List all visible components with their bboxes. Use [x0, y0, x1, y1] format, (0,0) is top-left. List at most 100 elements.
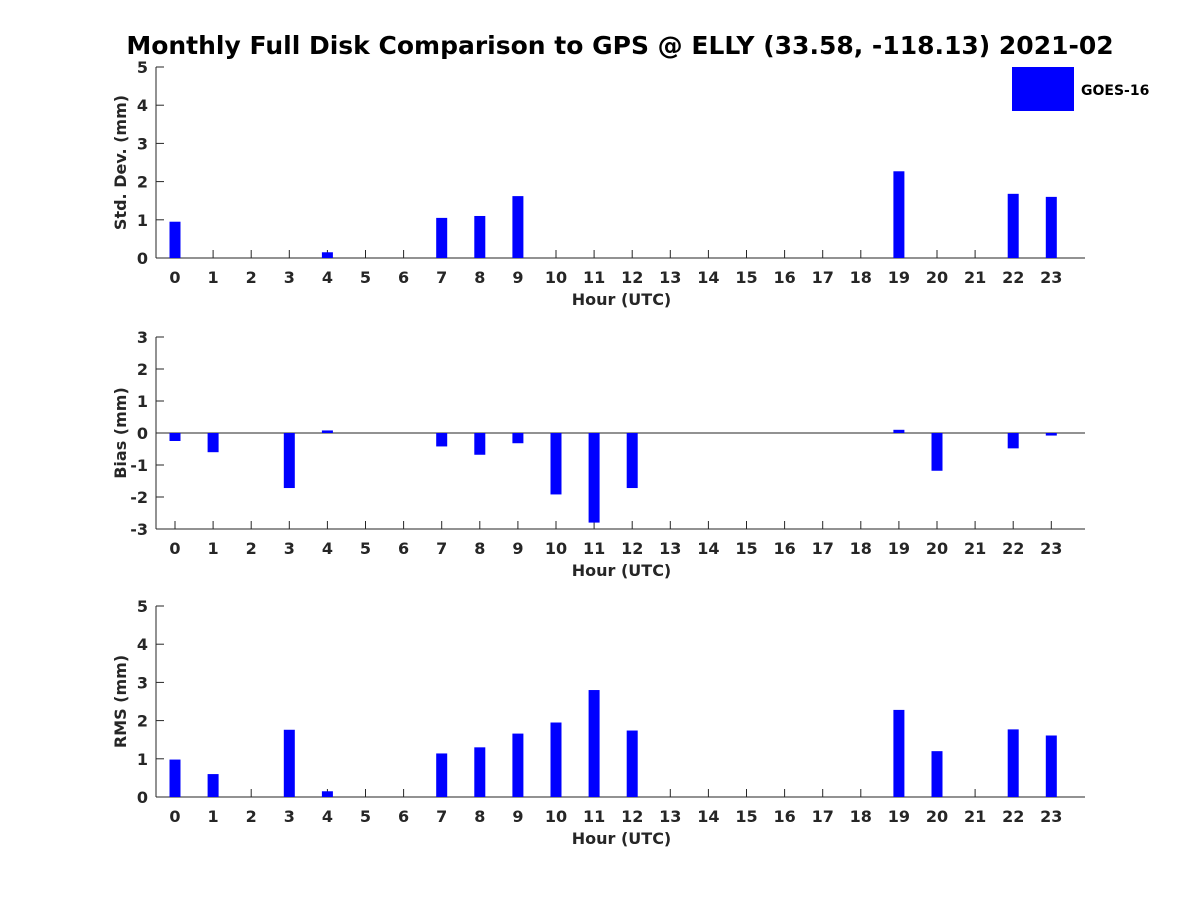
x-tick-label: 23: [1040, 807, 1062, 826]
legend: GOES-16: [1012, 67, 1149, 111]
x-tick-label: 22: [1002, 268, 1024, 287]
bar-hour-0: GOES-16 0: 0.95: [169, 221, 181, 258]
y-tick-label: 5: [137, 597, 148, 616]
bar-hour-22: GOES-16 22: 1.68: [1007, 193, 1019, 258]
x-tick-label: 11: [583, 268, 605, 287]
bar-hour-0: GOES-16 0: -0.25: [169, 433, 181, 441]
bar-hour-19: GOES-16 19: 0.1: [893, 429, 905, 433]
bar-hour-23: GOES-16 23: 1.6: [1045, 196, 1057, 258]
x-tick-label: 0: [169, 807, 180, 826]
y-tick-label: 0: [137, 424, 148, 443]
x-tick-label: 8: [474, 268, 485, 287]
x-tick-label: 21: [964, 539, 986, 558]
bar-hour-20: GOES-16 20: 1.2: [931, 751, 943, 797]
x-tick-label: 12: [621, 807, 643, 826]
bar-hour-4: GOES-16 4: 0.08: [321, 430, 333, 433]
x-tick-label: 6: [398, 268, 409, 287]
x-tick-label: 14: [697, 268, 719, 287]
bar-hour-12: GOES-16 12: 1.74: [626, 730, 638, 797]
x-tick-label: 4: [322, 807, 333, 826]
bar-hour-11: GOES-16 11: 2.8: [588, 690, 600, 797]
x-tick-label: 2: [246, 807, 257, 826]
bar-hour-10: GOES-16 10: 1.95: [550, 722, 562, 797]
x-tick-label: 5: [360, 539, 371, 558]
x-tick-label: 16: [773, 539, 795, 558]
x-tick-label: 18: [850, 268, 872, 287]
x-tick-label: 1: [208, 807, 219, 826]
x-tick-label: 18: [850, 807, 872, 826]
x-tick-label: 16: [773, 807, 795, 826]
x-tick-label: 11: [583, 539, 605, 558]
x-tick-label: 3: [284, 539, 295, 558]
x-tick-label: 9: [512, 807, 523, 826]
x-tick-label: 17: [812, 539, 834, 558]
x-tick-label: 10: [545, 268, 567, 287]
bar-hour-23: GOES-16 23: -0.08: [1045, 433, 1057, 436]
x-tick-label: 12: [621, 539, 643, 558]
bar-hour-9: GOES-16 9: 1.66: [512, 733, 524, 797]
chart-title: Monthly Full Disk Comparison to GPS @ EL…: [126, 31, 1113, 60]
x-tick-label: 4: [322, 539, 333, 558]
x-tick-label: 6: [398, 539, 409, 558]
x-axis-label: Hour (UTC): [572, 290, 672, 309]
x-tick-label: 13: [659, 807, 681, 826]
x-tick-label: 0: [169, 539, 180, 558]
x-tick-label: 11: [583, 807, 605, 826]
x-tick-label: 20: [926, 807, 948, 826]
x-tick-label: 5: [360, 807, 371, 826]
x-tick-label: 19: [888, 268, 910, 287]
x-tick-label: 9: [512, 268, 523, 287]
bar-hour-11: GOES-16 11: -2.8: [588, 433, 600, 523]
y-tick-label: 1: [137, 211, 148, 230]
y-tick-label: 0: [137, 788, 148, 807]
y-tick-label: 2: [137, 712, 148, 731]
x-tick-label: 21: [964, 268, 986, 287]
x-tick-label: 17: [812, 807, 834, 826]
bar-hour-8: GOES-16 8: -0.68: [474, 433, 486, 455]
bar-hour-22: GOES-16 22: 1.77: [1007, 729, 1019, 797]
x-tick-label: 22: [1002, 807, 1024, 826]
bar-hour-7: GOES-16 7: 1.05: [436, 217, 448, 258]
x-tick-label: 8: [474, 539, 485, 558]
bar-hour-20: GOES-16 20: -1.18: [931, 433, 943, 471]
x-tick-label: 10: [545, 539, 567, 558]
bar-hour-19: GOES-16 19: 2.28: [893, 709, 905, 797]
x-tick-label: 20: [926, 268, 948, 287]
x-tick-label: 13: [659, 539, 681, 558]
x-tick-label: 17: [812, 268, 834, 287]
bar-hour-3: GOES-16 3: -1.72: [283, 433, 295, 489]
bar-hour-7: GOES-16 7: -0.42: [436, 433, 448, 447]
x-tick-label: 7: [436, 539, 447, 558]
bar-hour-3: GOES-16 3: 1.76: [283, 729, 295, 797]
x-tick-label: 4: [322, 268, 333, 287]
bar-hour-1: GOES-16 1: 0.6: [207, 774, 219, 797]
x-tick-label: 0: [169, 268, 180, 287]
x-tick-label: 1: [208, 268, 219, 287]
x-tick-label: 21: [964, 807, 986, 826]
bar-hour-12: GOES-16 12: -1.72: [626, 433, 638, 489]
x-tick-label: 22: [1002, 539, 1024, 558]
y-tick-label: -3: [130, 520, 148, 539]
x-tick-label: 19: [888, 539, 910, 558]
x-tick-label: 3: [284, 268, 295, 287]
x-tick-label: 2: [246, 539, 257, 558]
x-tick-label: 14: [697, 539, 719, 558]
bar-hour-10: GOES-16 10: -1.92: [550, 433, 562, 495]
x-tick-label: 15: [735, 807, 757, 826]
x-tick-label: 7: [436, 268, 447, 287]
y-tick-label: 0: [137, 249, 148, 268]
y-axis-label: Std. Dev. (mm): [111, 95, 130, 230]
y-tick-label: 1: [137, 392, 148, 411]
bar-hour-7: GOES-16 7: 1.14: [436, 753, 448, 797]
y-axis-label: Bias (mm): [111, 387, 130, 479]
y-tick-label: 2: [137, 360, 148, 379]
bar-hour-22: GOES-16 22: -0.48: [1007, 433, 1019, 449]
x-tick-label: 9: [512, 539, 523, 558]
y-axis-label: RMS (mm): [111, 655, 130, 748]
x-tick-label: 23: [1040, 539, 1062, 558]
x-axis-label: Hour (UTC): [572, 561, 672, 580]
y-tick-label: 4: [137, 96, 148, 115]
